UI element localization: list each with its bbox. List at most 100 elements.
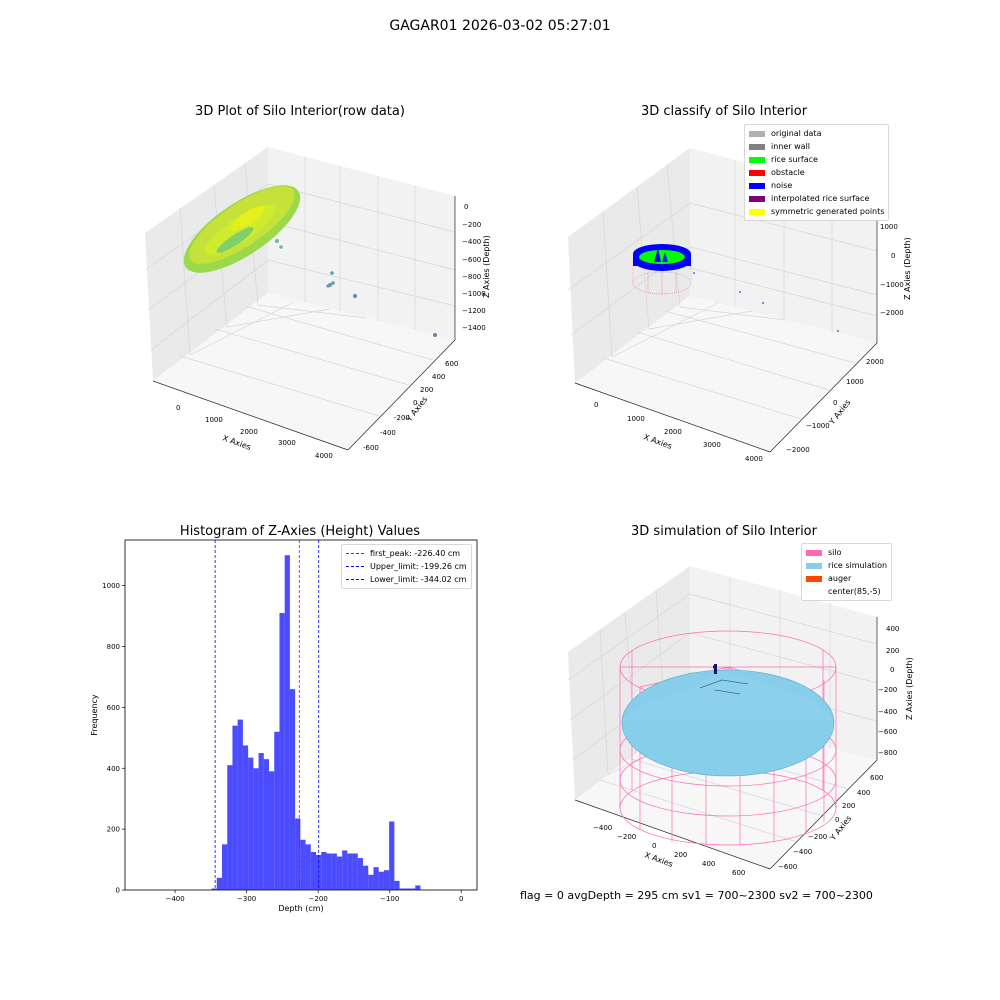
simulation-3d-axis-lines [574,617,878,870]
histogram-bar [415,885,421,890]
histogram-xtick-label: −100 [380,895,399,903]
simulation-xtick: 200 [674,851,687,859]
raw-xtick: 1000 [205,416,223,424]
histogram-bar [336,856,343,890]
legend-item: center(85,-5) [806,585,887,598]
histogram-bar [295,818,301,890]
histogram-bar [284,555,290,890]
simulation-ytick: 200 [842,802,855,810]
histogram-bar [342,850,348,890]
histogram-title: Histogram of Z-Axies (Height) Values [179,524,421,539]
histogram-bar [368,874,374,890]
classify-xtick: 1000 [627,415,645,423]
legend-swatch [749,130,765,137]
legend-label: first_peak: -226.40 cm [370,549,461,558]
legend-swatch [749,143,765,150]
histogram-bar [399,888,405,890]
histogram-bar [410,888,416,890]
classify-yticks: −2000 −1000 0 1000 2000 [786,358,884,454]
legend-label: rice surface [771,155,818,164]
histogram-ytick-label: 1000 [102,582,120,590]
classify-zticks: 1000 0 −1000 −2000 [880,223,904,317]
legend-item: interpolated rice surface [749,192,884,205]
histogram-bar [347,853,353,890]
classify-xtick: 4000 [745,455,763,463]
histogram-bar [352,853,358,890]
raw-xticks: 0 1000 2000 3000 4000 [176,404,333,460]
legend-item: inner wall [749,140,884,153]
legend-label: rice simulation [828,561,888,570]
histogram-bar [274,731,280,890]
simulation-xtick: −400 [593,824,612,832]
legend-label: Lower_limit: -344.02 cm [370,575,467,584]
histogram-bar [363,865,369,890]
classify-ztick: 0 [891,252,895,260]
histogram-bar [331,853,337,890]
histogram-yticks: 0 200 400 600 800 1000 [102,582,125,895]
classify-ytick: 0 [833,399,837,407]
simulation-ytick: −400 [793,848,812,856]
simulation-ztick: −800 [878,749,897,757]
raw-ztick: −600 [462,256,481,264]
histogram-bar [248,757,254,890]
histogram-bar [279,613,285,890]
simulation-ytick: 600 [870,774,883,782]
classify-legend: original data inner wall rice surface ob… [744,124,890,221]
simulation-ztick: 400 [886,625,899,633]
classify-xtick: 2000 [664,428,682,436]
histogram-bar [222,844,228,890]
raw-xtick: 2000 [240,428,258,436]
raw-ytick: 200 [420,386,433,394]
raw-xtick: 0 [176,404,180,412]
simulation-yticks: −600 −400 −200 0 200 400 600 [778,774,883,871]
raw-ztick: −200 [462,221,481,229]
raw-xtick: 4000 [315,452,333,460]
raw-ztick: −800 [462,273,481,281]
legend-item: noise [749,179,884,192]
legend-line [346,579,364,580]
histogram-bar [289,689,296,890]
simulation-ytick: −600 [778,863,797,871]
legend-swatch [806,549,822,556]
legend-swatch [749,182,765,189]
legend-label: obstacle [771,168,805,177]
simulation-legend: silo rice simulation auger center(85,-5) [801,543,893,601]
raw-xtick: 3000 [278,439,296,447]
simulation-ytick: 400 [857,789,870,797]
histogram-bar [227,765,233,890]
histogram-bar [242,745,249,890]
histogram-bar [211,888,217,890]
classify-xtick: 3000 [703,441,721,449]
simulation-xlabel: X Axies [643,850,674,869]
classify-ztick: −2000 [880,309,904,317]
raw-yticks: -600 -400 -200 0 200 400 600 [363,360,458,452]
legend-item: rice surface [749,153,884,166]
classify-xtick: 0 [594,401,598,409]
raw-zticks: 0 −200 −400 −600 −800 −1000 −1200 −1400 [462,203,486,332]
raw-3d-grid [144,157,456,417]
legend-swatch [749,156,765,163]
histogram-vlines [214,540,320,890]
raw-ytick: 400 [432,373,445,381]
histogram-bar [216,877,223,890]
auger [713,664,717,674]
legend-item: obstacle [749,166,884,179]
legend-swatch [749,195,765,202]
raw-ytick: -200 [394,414,410,422]
raw-point-cloud [183,185,437,337]
histogram-bar [383,870,390,890]
legend-swatch [806,588,822,595]
raw-ztick: −1000 [462,290,486,298]
histogram-xticks: −400 −300 −200 −100 0 [165,890,463,903]
simulation-xtick: 0 [652,842,656,850]
raw-3d-axis-lines [152,196,456,451]
legend-label: silo [828,548,842,557]
legend-swatch [806,575,822,582]
classify-ytick: −2000 [786,446,810,454]
histogram-bar [263,759,270,890]
raw-ytick: -600 [363,444,379,452]
legend-label: center(85,-5) [828,587,881,596]
